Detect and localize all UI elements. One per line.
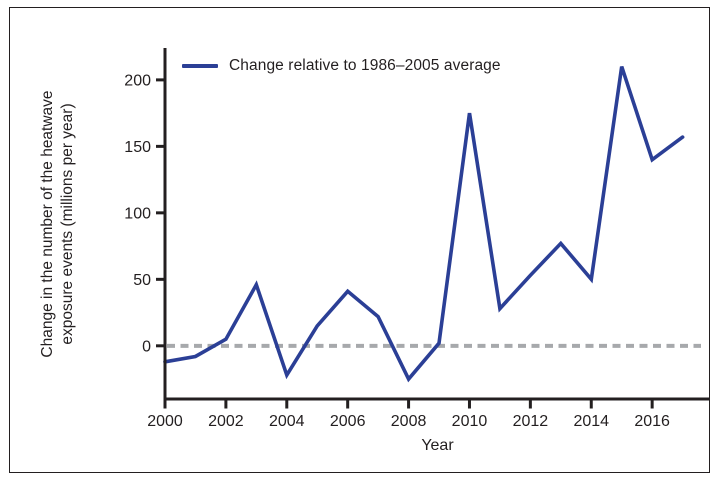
x-tick-label-2016: 2016	[634, 413, 670, 430]
y-tick-label-50: 50	[133, 272, 151, 289]
y-tick-label-0: 0	[142, 338, 151, 355]
y-tick-label-100: 100	[124, 205, 151, 222]
y-axis-title-line1: Change in the number of the heatwave	[39, 90, 56, 358]
legend-label: Change relative to 1986–2005 average	[229, 57, 501, 74]
plot-area: 0 50 100 150 200 2000 2002 2004 2006 2008 2010 2012…	[124, 48, 710, 430]
x-tick-label-2006: 2006	[330, 413, 366, 430]
figure-border: 0 50 100 150 200 2000 2002 2004 2006 2008 2010 2012…	[9, 7, 710, 473]
x-tick-label-2002: 2002	[208, 413, 244, 430]
x-tick-label-2004: 2004	[269, 413, 305, 430]
x-tick-label-2010: 2010	[452, 413, 488, 430]
x-axis-title: Year	[421, 437, 454, 454]
x-tick-label-2014: 2014	[573, 413, 609, 430]
y-tick-label-150: 150	[124, 139, 151, 156]
legend: Change relative to 1986–2005 average	[182, 57, 501, 75]
x-tick-label-2008: 2008	[391, 413, 427, 430]
y-axis-title-line2: exposure events (millions per year)	[58, 103, 76, 345]
x-tick-label-2012: 2012	[513, 413, 549, 430]
data-line-heatwave-exposure	[163, 66, 685, 383]
x-tick-label-2000: 2000	[147, 413, 183, 430]
y-tick-label-200: 200	[124, 72, 151, 89]
y-axis-title: Change in the number of the heatwave exp…	[38, 44, 78, 404]
legend-line-swatch	[182, 63, 218, 69]
heatwave-exposure-chart: 0 50 100 150 200 2000 2002 2004 2006 2008 2010 2012…	[10, 8, 710, 472]
